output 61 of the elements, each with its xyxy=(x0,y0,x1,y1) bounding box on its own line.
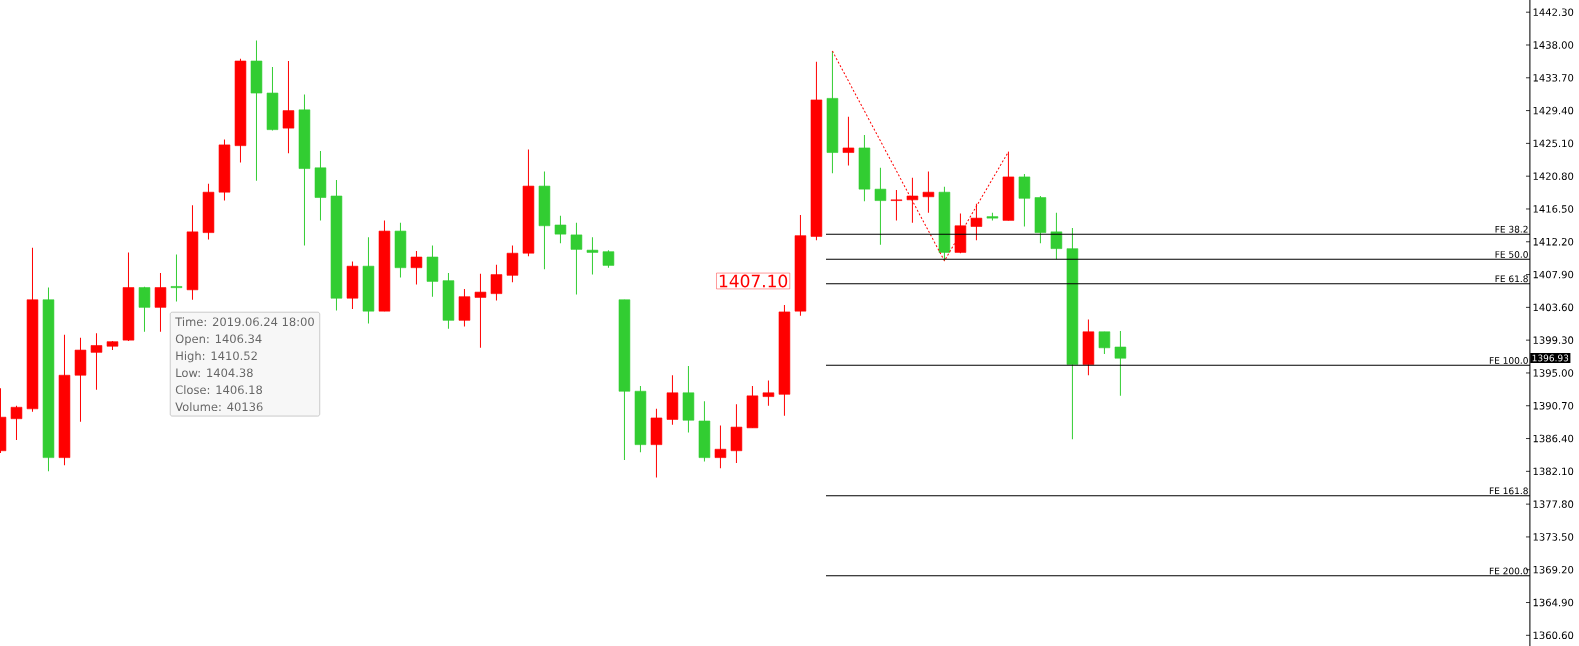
y-tick-label: 1373.50 xyxy=(1533,533,1574,541)
annotation: Open: 1406.34 xyxy=(175,334,262,346)
candlestick xyxy=(714,425,727,469)
ref-line-label: FE 38.2 xyxy=(1495,225,1528,233)
ref-line-label: FE 161.8 xyxy=(1489,487,1528,495)
y-tick-label: 1420.80 xyxy=(1533,172,1574,180)
y-tick-label: 1399.30 xyxy=(1533,336,1574,344)
candlestick xyxy=(970,203,983,241)
candlestick xyxy=(1018,173,1031,228)
y-tick-label: 1382.10 xyxy=(1533,467,1574,476)
candlestick xyxy=(506,245,519,283)
y-tick-label: 1433.70 xyxy=(1533,73,1574,82)
y-tick-label: 1412.20 xyxy=(1533,237,1574,246)
candlestick xyxy=(490,264,503,301)
candlestick xyxy=(1098,331,1111,355)
ref-line-label: FE 100.0 xyxy=(1489,357,1528,364)
annotation: High: 1410.52 xyxy=(176,351,257,363)
candlestick xyxy=(842,116,855,166)
candlestick xyxy=(586,236,599,276)
y-tick-label: 1390.70 xyxy=(1533,401,1574,410)
candlestick xyxy=(730,403,743,464)
ref-line-label: FE 50.0 xyxy=(1495,251,1528,258)
text: 1396.93 xyxy=(1532,354,1569,362)
y-tick-label: 1425.10 xyxy=(1533,139,1574,148)
annotation: Volume: 40136 xyxy=(175,402,263,412)
annotation: Close: 1406.18 xyxy=(175,385,263,395)
y-tick-label: 1438.00 xyxy=(1533,41,1574,49)
y-tick-label: 1416.50 xyxy=(1533,205,1574,213)
candlestick xyxy=(762,380,775,407)
candlestick xyxy=(1050,212,1063,260)
candlestick xyxy=(90,332,103,391)
candlestick xyxy=(906,177,919,224)
candlestick xyxy=(1114,330,1127,397)
candlestick xyxy=(570,222,583,295)
candlestick xyxy=(282,60,295,154)
annotation: 1407.10 xyxy=(719,274,788,288)
ref-line-label: FE 200.0 xyxy=(1489,567,1528,575)
y-tick-label: 1403.60 xyxy=(1533,303,1574,312)
y-tick-label: 1369.20 xyxy=(1533,565,1574,574)
candlestick xyxy=(154,272,167,333)
candlestick xyxy=(170,254,183,302)
candlestick xyxy=(458,288,471,327)
candlestick xyxy=(138,286,151,333)
annotation: Low: 1404.38 xyxy=(176,368,253,378)
y-tick-label: 1429.40 xyxy=(1533,106,1574,115)
y-tick-label: 1364.90 xyxy=(1533,598,1574,607)
candlestick xyxy=(874,167,887,246)
candlestick xyxy=(474,273,487,349)
candlestick xyxy=(890,189,903,221)
y-tick-label: 1442.30 xyxy=(1533,8,1574,16)
y-tick-label: 1377.80 xyxy=(1533,500,1574,508)
ref-line-label: FE 61.8 xyxy=(1495,275,1528,283)
candlestick xyxy=(10,405,23,441)
y-tick-label: 1386.40 xyxy=(1533,434,1574,443)
y-tick-label: 1395.00 xyxy=(1533,369,1574,377)
y-tick-label: 1407.90 xyxy=(1533,270,1574,279)
candlestick xyxy=(922,171,935,214)
candlestick xyxy=(554,215,567,244)
annotation: Time: 2019.06.24 18:00 xyxy=(175,317,314,327)
y-tick-label: 1360.60 xyxy=(1533,631,1574,640)
candlestick xyxy=(410,250,423,285)
